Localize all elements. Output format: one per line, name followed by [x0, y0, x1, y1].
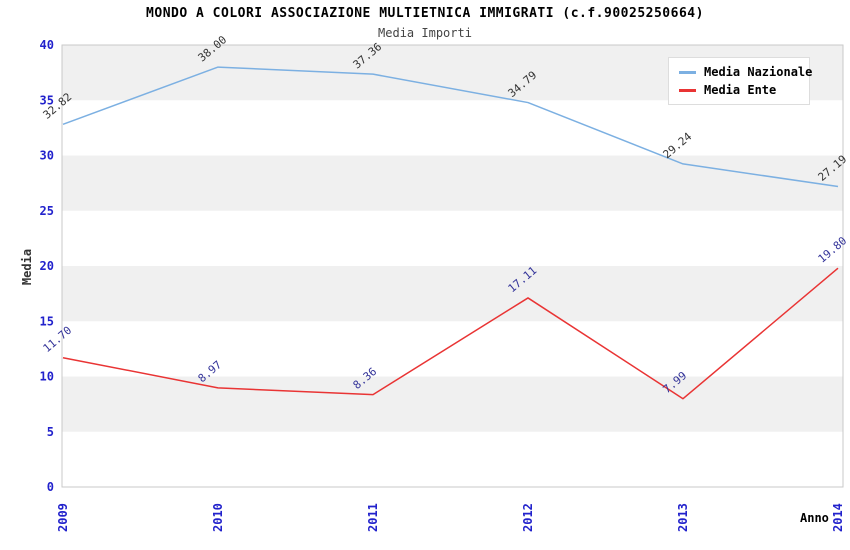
y-tick-label: 5: [47, 425, 54, 439]
legend: Media Nazionale Media Ente: [668, 57, 813, 105]
x-tick-label: 2013: [676, 503, 690, 532]
plot-border: [61, 44, 844, 488]
line-swatch-icon: [679, 70, 696, 74]
y-tick-label: 40: [40, 38, 54, 52]
legend-label: Media Ente: [704, 83, 777, 97]
y-tick-label: 10: [40, 370, 54, 384]
line-swatch-icon: [679, 88, 696, 92]
grid-band: [62, 100, 843, 156]
series-line: [62, 66, 839, 188]
x-tick-label: 2011: [366, 503, 380, 532]
series-line: [62, 267, 839, 400]
y-tick-label: 30: [40, 149, 54, 163]
y-tick-label: 15: [40, 314, 54, 328]
grid-band: [62, 155, 843, 211]
legend-item-media-nazionale: Media Nazionale: [679, 63, 813, 81]
legend-item-media-ente: Media Ente: [679, 81, 809, 99]
chart-title: MONDO A COLORI ASSOCIAZIONE MULTIETNICA …: [146, 6, 704, 21]
grid-band: [62, 266, 843, 322]
x-tick-label: 2014: [831, 503, 845, 532]
x-tick-label: 2009: [56, 503, 70, 532]
legend-label: Media Nazionale: [704, 65, 813, 79]
chart-subtitle: Media Importi: [378, 26, 472, 40]
y-tick-label: 20: [40, 259, 54, 273]
grid-band: [62, 431, 843, 487]
y-tick-label: 35: [40, 93, 54, 107]
x-tick-label: 2012: [521, 503, 535, 532]
grid-band: [62, 376, 843, 432]
grid-band: [62, 210, 843, 266]
x-tick-label: 2010: [211, 503, 225, 532]
x-axis-title: Anno: [800, 511, 829, 525]
grid-band: [62, 321, 843, 377]
y-tick-label: 0: [47, 480, 54, 494]
y-tick-label: 25: [40, 204, 54, 218]
